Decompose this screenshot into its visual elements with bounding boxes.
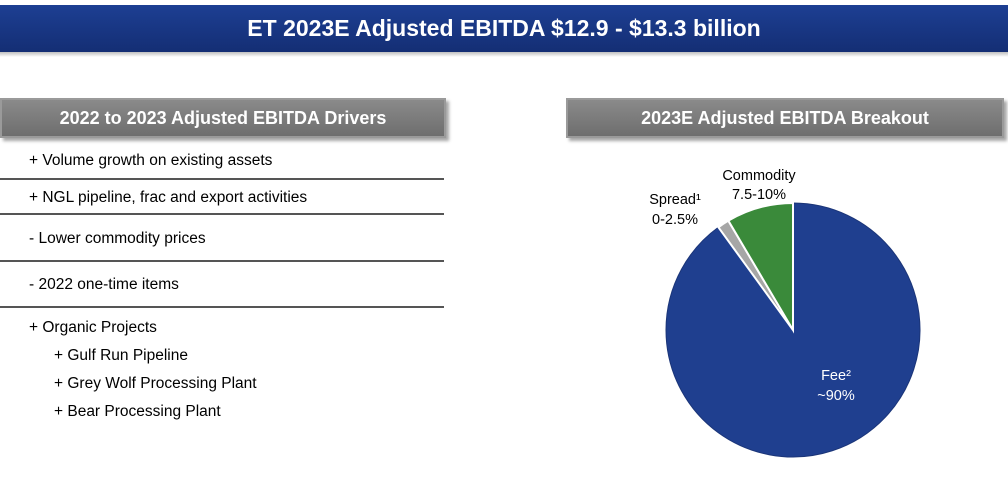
driver-label: - Lower commodity prices [29,230,206,247]
driver-row: + NGL pipeline, frac and export activiti… [0,180,444,215]
driver-row: - 2022 one-time items [0,262,444,308]
page-title: ET 2023E Adjusted EBITDA $12.9 - $13.3 b… [0,5,1008,57]
ebitda-breakout-pie-chart: Fee² ~90% Spread¹ 0-2.5% Commodity 7.5-10% [649,168,921,458]
pie-label-fee: Fee² [821,368,851,384]
driver-label: + Volume growth on existing assets [29,152,273,169]
pie-value-spread: 0-2.5% [652,212,698,228]
organic-subitem: + Grey Wolf Processing Plant [54,375,257,392]
pie-label-commodity: Commodity [722,168,796,184]
organic-projects-label: + Organic Projects [29,319,157,336]
organic-projects-list: + Organic Projects + Gulf Run Pipeline +… [29,318,257,430]
driver-label: - 2022 one-time items [29,276,179,293]
pie-label-spread: Spread¹ [649,192,701,208]
organic-subitem: + Bear Processing Plant [54,403,221,420]
organic-subitem: + Gulf Run Pipeline [54,347,188,364]
drivers-header: 2022 to 2023 Adjusted EBITDA Drivers [0,98,446,138]
pie-value-commodity: 7.5-10% [732,187,786,203]
driver-row: + Volume growth on existing assets [0,148,444,180]
driver-row: - Lower commodity prices [0,215,444,262]
pie-value-fee: ~90% [817,388,855,404]
pie-slice-commodity [726,201,794,334]
driver-label: + NGL pipeline, frac and export activiti… [29,189,308,206]
breakout-header: 2023E Adjusted EBITDA Breakout [566,98,1004,138]
